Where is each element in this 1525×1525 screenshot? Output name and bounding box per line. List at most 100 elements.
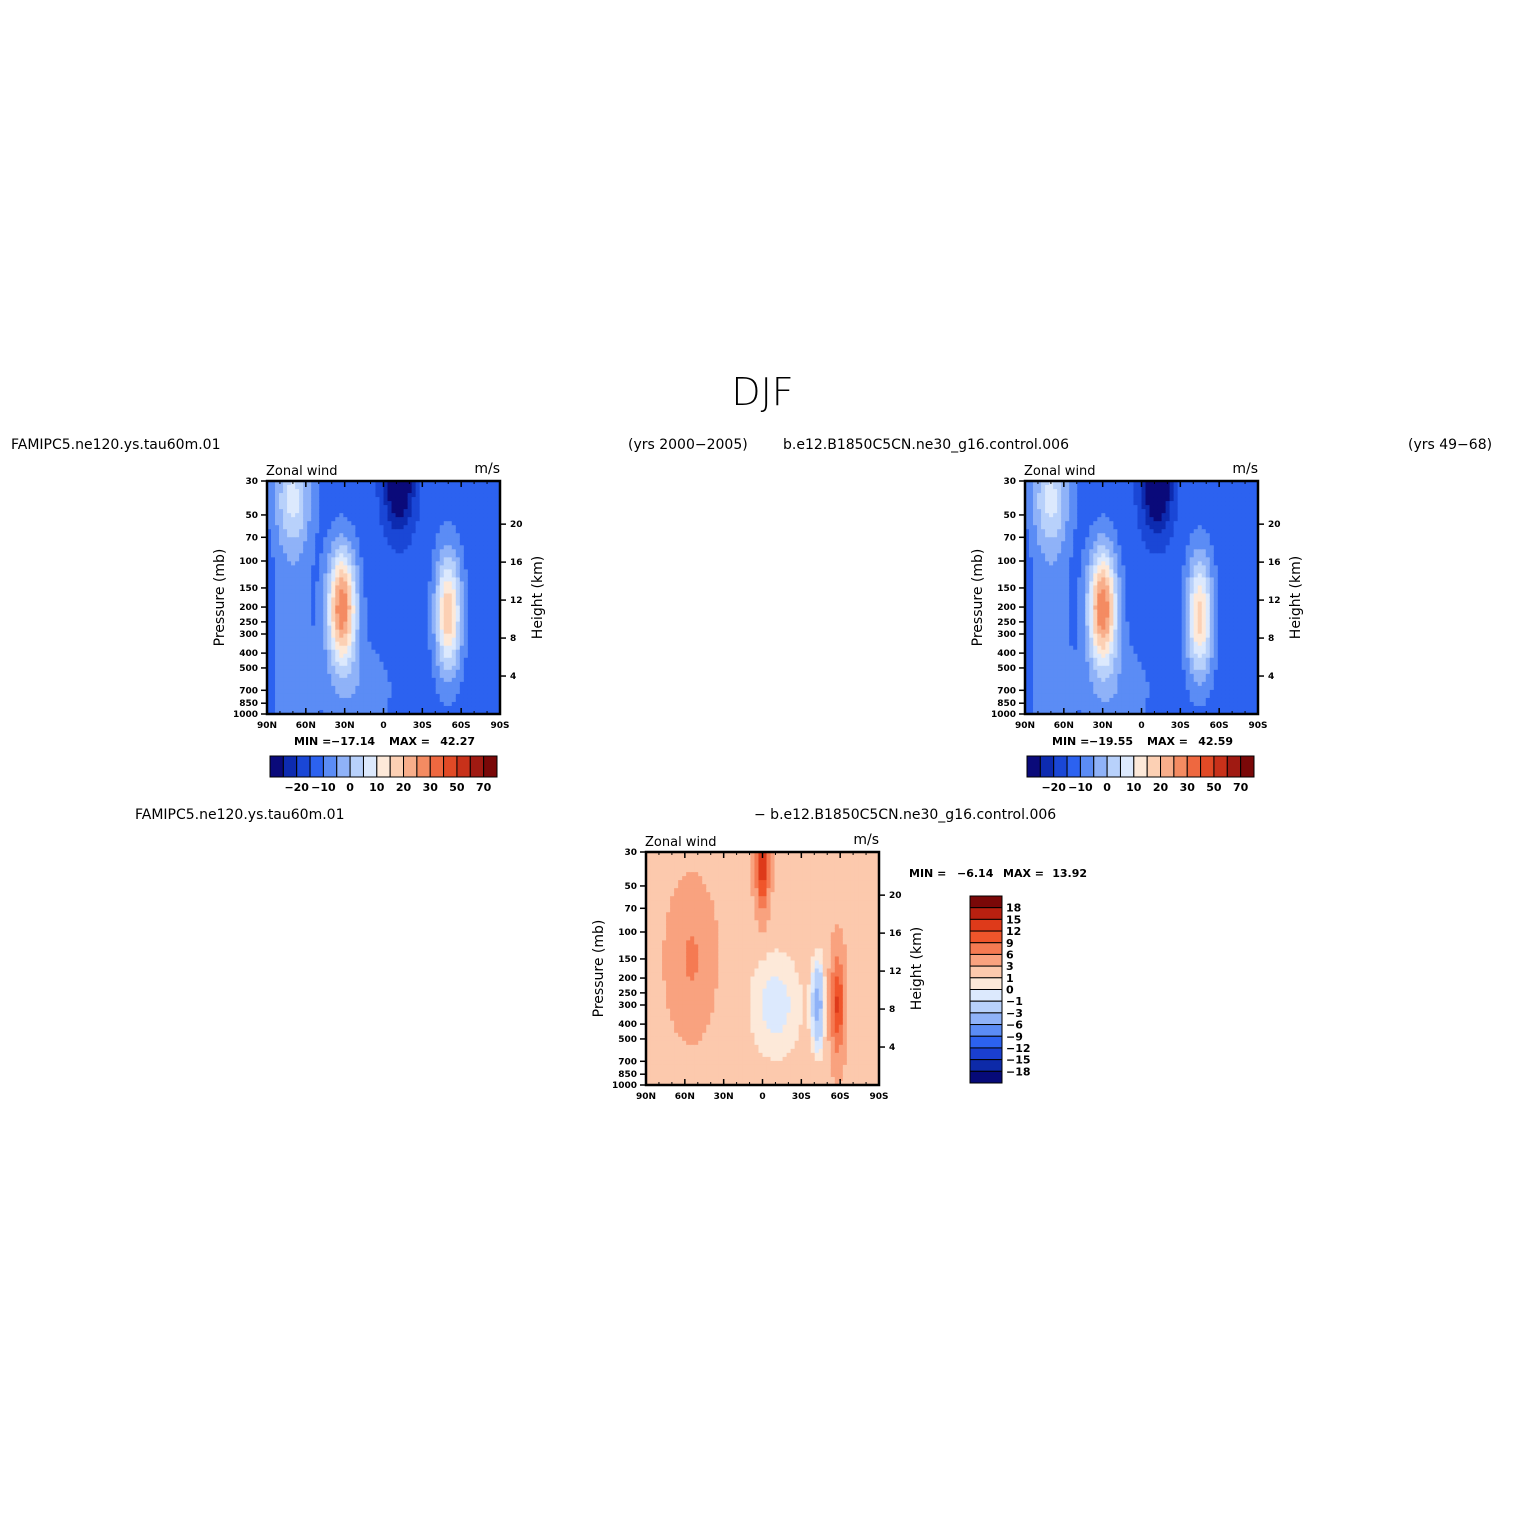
field-cell xyxy=(407,589,413,595)
field-cell xyxy=(1065,653,1070,659)
field-cell xyxy=(287,645,292,651)
field-cell xyxy=(311,601,316,607)
field-cell xyxy=(291,577,296,583)
field-cell xyxy=(491,493,497,498)
field-cell xyxy=(1105,529,1110,534)
field-cell xyxy=(411,597,417,603)
field-cell xyxy=(475,581,481,587)
field-cell xyxy=(479,677,485,683)
field-cell xyxy=(463,513,469,518)
field-cell xyxy=(1105,541,1110,546)
field-cell xyxy=(407,529,413,534)
field-cell xyxy=(331,549,336,554)
field-cell xyxy=(435,517,441,522)
field-cell xyxy=(1061,601,1066,607)
field-cell xyxy=(319,605,324,611)
field-cell xyxy=(1117,709,1123,715)
field-cell xyxy=(431,665,437,671)
field-cell xyxy=(1053,681,1058,687)
field-cell xyxy=(443,649,449,655)
field-cell xyxy=(311,481,316,486)
field-cell xyxy=(471,681,477,687)
field-cell xyxy=(351,617,356,623)
field-cell xyxy=(1041,705,1046,711)
field-cell xyxy=(1113,569,1118,574)
field-cell xyxy=(367,581,373,587)
field-cell xyxy=(371,565,377,570)
field-cell xyxy=(1053,685,1058,691)
field-cell xyxy=(319,645,324,651)
field-cell xyxy=(351,661,356,667)
field-cell xyxy=(1057,509,1062,514)
field-cell xyxy=(271,541,276,546)
field-cell xyxy=(1105,661,1110,667)
field-cell xyxy=(431,541,437,546)
field-cell xyxy=(435,545,441,550)
field-cell xyxy=(447,481,453,486)
field-cell xyxy=(1113,553,1118,558)
field-cell xyxy=(1061,541,1066,546)
field-cell xyxy=(355,701,360,707)
field-cell xyxy=(271,525,276,530)
field-cell xyxy=(439,641,445,647)
field-cell xyxy=(487,669,493,675)
field-cell xyxy=(379,633,385,639)
field-cell xyxy=(1073,493,1078,498)
field-cell xyxy=(1033,565,1038,570)
field-cell xyxy=(419,553,425,558)
field-cell xyxy=(423,613,429,619)
field-cell xyxy=(1033,641,1038,647)
field-cell xyxy=(391,481,397,486)
field-cell xyxy=(435,613,441,619)
field-cell xyxy=(487,505,493,510)
field-cell xyxy=(323,689,328,695)
field-cell xyxy=(1041,701,1046,707)
field-cell xyxy=(491,541,497,546)
field-cell xyxy=(335,605,340,611)
field-cell xyxy=(347,541,352,546)
field-cell xyxy=(455,501,461,506)
field-cell xyxy=(1077,481,1082,486)
field-cell xyxy=(303,597,308,603)
field-cell xyxy=(407,605,413,611)
field-cell xyxy=(1037,601,1042,607)
field-cell xyxy=(1109,613,1114,619)
field-cell xyxy=(435,593,441,599)
field-cell xyxy=(295,525,300,530)
field-cell xyxy=(1065,677,1070,683)
field-cell xyxy=(411,685,417,691)
field-cell xyxy=(1025,525,1030,530)
field-cell xyxy=(431,529,437,534)
field-cell xyxy=(307,621,312,627)
field-cell xyxy=(435,681,441,687)
field-cell xyxy=(1081,593,1086,599)
field-cell xyxy=(1109,581,1114,587)
field-cell xyxy=(359,609,365,615)
field-cell xyxy=(427,581,433,587)
field-cell xyxy=(1113,625,1118,631)
field-cell xyxy=(1109,673,1114,679)
field-cell xyxy=(487,625,493,631)
field-cell xyxy=(275,501,280,506)
field-cell xyxy=(1057,657,1062,663)
field-cell xyxy=(375,693,381,699)
field-cell xyxy=(363,665,369,671)
field-cell xyxy=(303,525,308,530)
field-cell xyxy=(439,589,445,595)
field-cell xyxy=(315,581,320,587)
field-cell xyxy=(391,601,397,607)
field-cell xyxy=(431,537,437,542)
field-cell xyxy=(1081,565,1086,570)
field-cell xyxy=(411,517,417,522)
field-cell xyxy=(415,517,421,522)
field-cell xyxy=(371,669,377,675)
field-cell xyxy=(359,705,365,711)
field-cell xyxy=(1077,681,1082,687)
field-cell xyxy=(379,601,385,607)
field-cell xyxy=(491,621,497,627)
field-cell xyxy=(1065,597,1070,603)
field-cell xyxy=(1109,685,1114,691)
field-cell xyxy=(287,641,292,647)
field-cell xyxy=(463,501,469,506)
field-cell xyxy=(303,613,308,619)
